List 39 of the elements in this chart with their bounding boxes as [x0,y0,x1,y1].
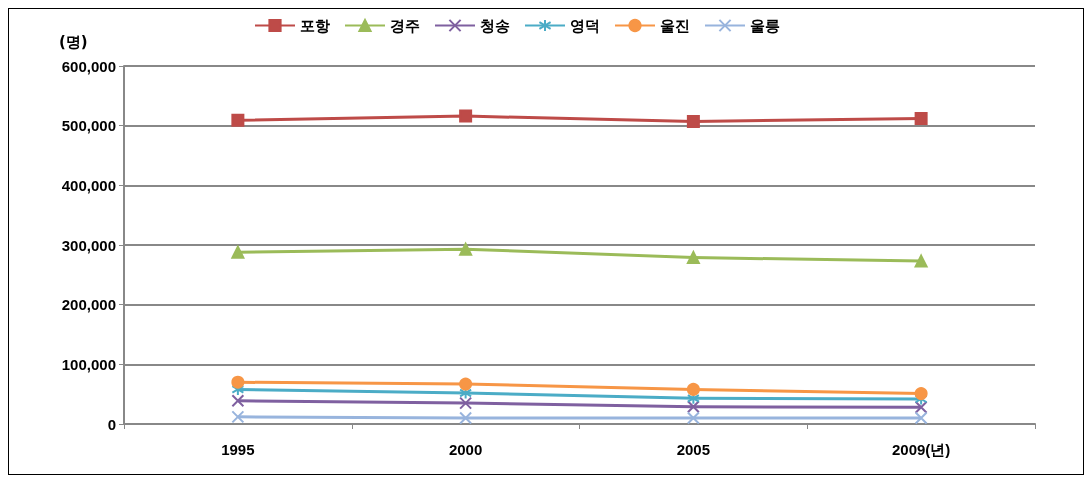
point [686,411,700,425]
point [459,242,473,256]
y-tick-label: 600,000 [61,57,116,75]
y-tick-label: 500,000 [61,117,116,135]
point [914,411,928,425]
point [914,254,928,268]
legend-label: 포항 [300,17,330,34]
x-tick-label: 2005 [676,441,711,458]
y-tick-label: 300,000 [61,236,116,254]
point [231,410,245,424]
point [686,251,700,265]
legend-label: 청송 [480,17,510,34]
legend-label: 경주 [390,17,420,34]
point [459,377,473,391]
point [914,387,928,401]
point [459,109,473,123]
x-tick-label: 1995 [221,441,255,458]
point [231,394,245,408]
y-axis-title: (명) [59,32,88,51]
point [231,245,245,259]
y-tick-label: 400,000 [61,176,116,194]
point [459,396,473,410]
legend-label: 영덕 [570,17,600,34]
point [914,112,928,126]
x-tick-label: 2000 [448,441,483,458]
point [686,114,700,128]
point [231,375,245,389]
point [914,400,928,414]
point [231,113,245,127]
y-tick-label: 100,000 [61,355,116,373]
y-tick-label: 0 [107,415,116,433]
point [686,382,700,396]
point [459,386,473,400]
x-tick-label: 2009(년) [891,441,951,458]
legend-label: 울진 [660,17,690,34]
point [686,400,700,414]
y-tick-label: 200,000 [61,296,116,314]
point [459,411,473,425]
legend-label: 울릉 [750,17,780,34]
